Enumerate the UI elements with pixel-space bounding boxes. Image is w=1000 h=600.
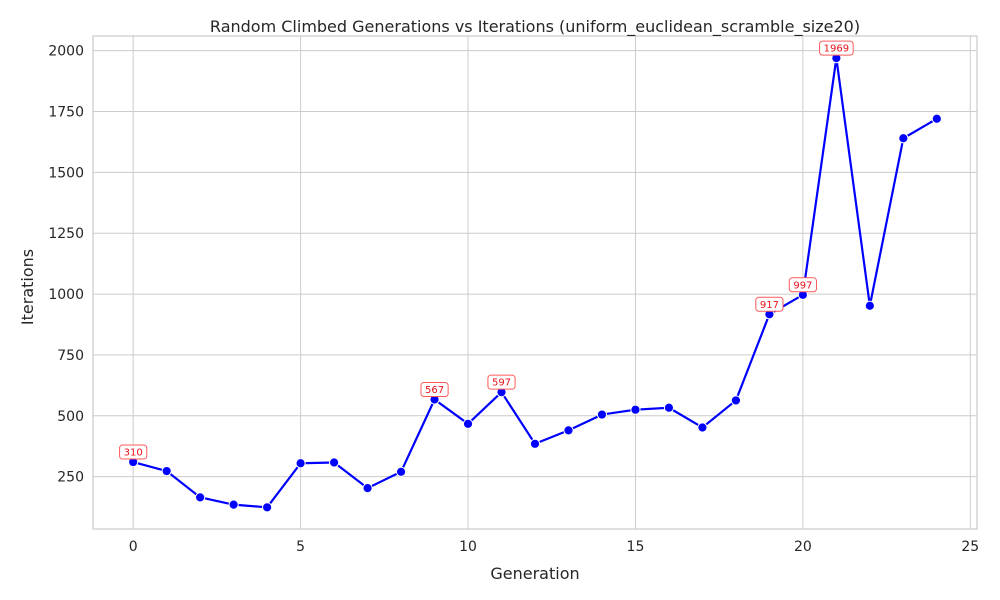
x-tick-label: 25 [961, 539, 979, 555]
y-tick-label: 1000 [48, 287, 84, 303]
annotation-box [119, 444, 148, 460]
data-point [697, 422, 708, 433]
data-point [195, 492, 206, 503]
annotation-label: 917 [760, 300, 779, 311]
y-tick-label: 750 [57, 348, 84, 364]
data-point [563, 425, 574, 436]
y-tick-label: 1750 [48, 104, 84, 120]
chart-title: Random Climbed Generations vs Iterations… [210, 17, 860, 37]
x-tick-label: 10 [459, 539, 477, 555]
tick-labels: 0 5 10 15 20 25 250 500 750 1000 1250 1500 1750 2000 [48, 44, 979, 555]
x-tick-label: 5 [296, 539, 305, 555]
data-point [328, 457, 340, 468]
plot-frame [92, 35, 978, 530]
x-tick-label: 15 [627, 539, 645, 555]
data-point [529, 438, 541, 449]
x-tick-label: 20 [794, 539, 812, 555]
data-point [864, 300, 875, 311]
data-point [663, 402, 675, 413]
data-point [262, 502, 273, 513]
x-tick-label: 0 [129, 539, 138, 555]
data-point [395, 466, 407, 477]
series [128, 53, 942, 513]
annotation-label: 597 [492, 378, 511, 389]
data-point [630, 404, 641, 415]
data-point [462, 418, 474, 429]
y-tick-label: 500 [57, 409, 84, 425]
annotation-box [788, 277, 817, 293]
annotation-box [487, 374, 516, 390]
data-point [931, 113, 942, 124]
data-point [596, 409, 608, 420]
annotation-box [755, 296, 784, 312]
y-tick-label: 1250 [48, 226, 84, 242]
data-point [362, 482, 373, 494]
data-point [161, 465, 172, 477]
y-axis-label: Iterations [18, 249, 37, 325]
annotation-box [819, 40, 854, 56]
annotations: 310 567 597 917 997 1969 [119, 40, 854, 460]
annotation-label: 1969 [824, 44, 849, 55]
annotation-label: 997 [793, 280, 812, 291]
y-tick-label: 1500 [48, 165, 84, 181]
annotation-label: 310 [124, 448, 143, 459]
x-axis-label: Generation [490, 564, 579, 583]
y-tick-label: 250 [57, 470, 84, 486]
data-point [730, 395, 742, 406]
data-point [898, 133, 909, 144]
y-tick-label: 2000 [48, 44, 84, 60]
annotation-label: 567 [425, 385, 444, 396]
annotation-box [420, 381, 449, 397]
data-point [295, 458, 306, 469]
data-point [228, 499, 239, 510]
